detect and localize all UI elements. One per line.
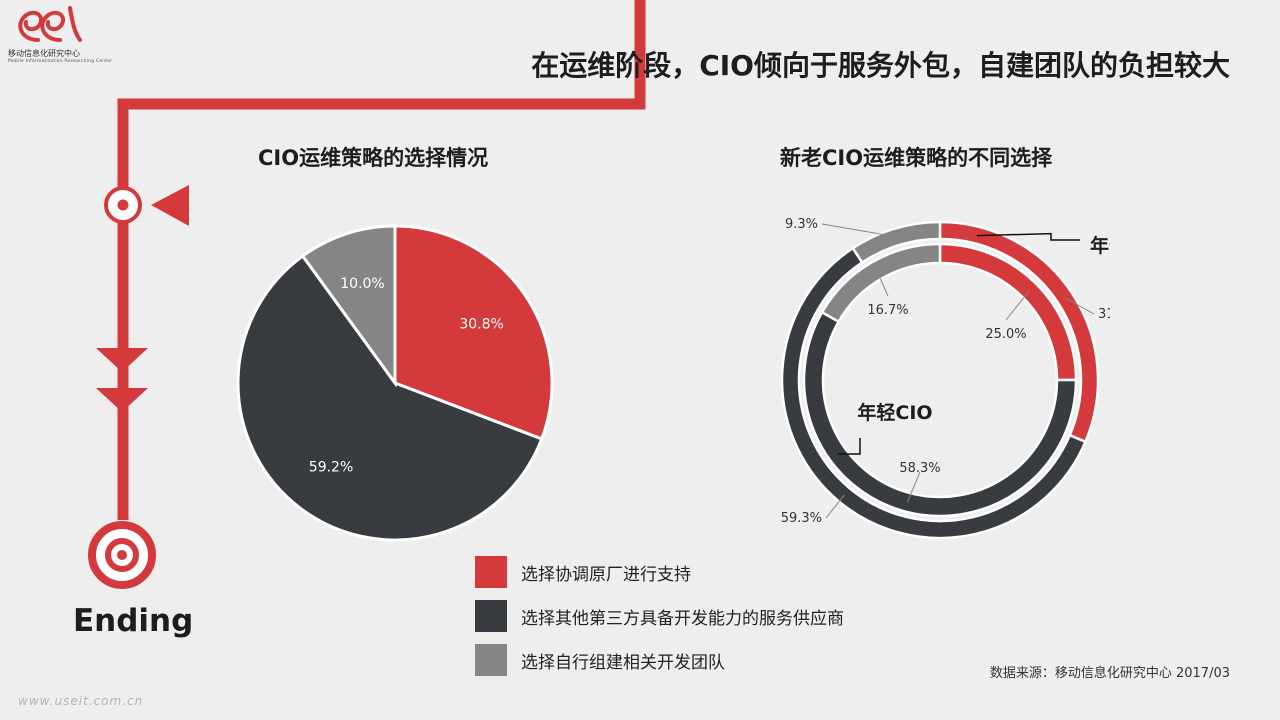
legend-swatch-dark: [475, 600, 507, 632]
data-source: 数据来源：移动信息化研究中心 2017/03: [989, 666, 1230, 681]
target-end-icon: [88, 521, 156, 589]
timeline-line: [117, 0, 646, 520]
legend-label: 选择协调原厂进行支持: [521, 564, 691, 585]
pie-chart: 30.8% 59.2% 10.0%: [236, 224, 554, 542]
inner-ring-segment-gray: [820, 242, 942, 324]
legend-item: 选择自行组建相关开发团队: [475, 644, 844, 676]
legend-label: 选择其他第三方具备开发能力的服务供应商: [521, 608, 844, 629]
outer-ring-callout: [976, 232, 1080, 241]
pie-slice-red: [393, 224, 554, 441]
leader-line: [876, 270, 889, 297]
pie-slice-gray: [300, 224, 397, 388]
legend: 选择协调原厂进行支持 选择其他第三方具备开发能力的服务供应商 选择自行组建相关开…: [475, 556, 844, 688]
inner-ring-value-label: 25.0%: [985, 327, 1026, 342]
donut-chart: 31.4% 59.3% 9.3% 25.0% 58.3% 16.7% 年长CIO 年轻CIO: [781, 217, 1110, 540]
leader-line: [906, 471, 921, 503]
outer-ring-name: 年长CIO: [1090, 234, 1110, 257]
legend-swatch-red: [475, 556, 507, 588]
arrow-down-icon: [96, 388, 148, 412]
pie-chart-title: CIO运维策略的选择情况: [258, 146, 489, 170]
brand-subtitle: Mobile Informatization Researching Cente…: [8, 59, 113, 64]
leader-line: [821, 223, 898, 238]
pie-slice-dark: [236, 253, 544, 542]
timeline-node-icon: [104, 186, 142, 224]
donut-chart-title: 新老CIO运维策略的不同选择: [780, 146, 1053, 170]
pie-slice-label: 10.0%: [340, 276, 384, 292]
inner-ring-segment-red: [938, 242, 1078, 382]
legend-item: 选择其他第三方具备开发能力的服务供应商: [475, 600, 844, 632]
inner-ring-value-label: 58.3%: [899, 461, 940, 476]
page-title: 在运维阶段，CIO倾向于服务外包，自建团队的负担较大: [531, 49, 1230, 82]
pointer-triangle-icon: [151, 185, 189, 226]
pie-slice-label: 59.2%: [309, 460, 353, 476]
legend-label: 选择自行组建相关开发团队: [521, 652, 725, 673]
legend-item: 选择协调原厂进行支持: [475, 556, 844, 588]
leader-line: [1064, 297, 1095, 315]
inner-ring-name: 年轻CIO: [857, 401, 932, 424]
brand-name: 移动信息化研究中心: [8, 49, 80, 58]
logo-mark: [18, 6, 82, 42]
outer-ring-value-label: 59.3%: [781, 511, 822, 526]
inner-ring-callout: [838, 438, 861, 455]
timeline-end-label: Ending: [73, 603, 194, 639]
legend-swatch-gray: [475, 644, 507, 676]
watermark: www.useit.com.cn: [18, 694, 144, 708]
outer-ring-value-label: 9.3%: [785, 217, 818, 232]
arrow-down-icon: [96, 348, 148, 372]
outer-ring-value-label: 31.4%: [1098, 307, 1110, 322]
inner-ring-value-label: 16.7%: [867, 303, 908, 318]
leader-line: [825, 494, 845, 519]
pie-slice-label: 30.8%: [459, 316, 503, 332]
leader-line: [1005, 290, 1030, 321]
